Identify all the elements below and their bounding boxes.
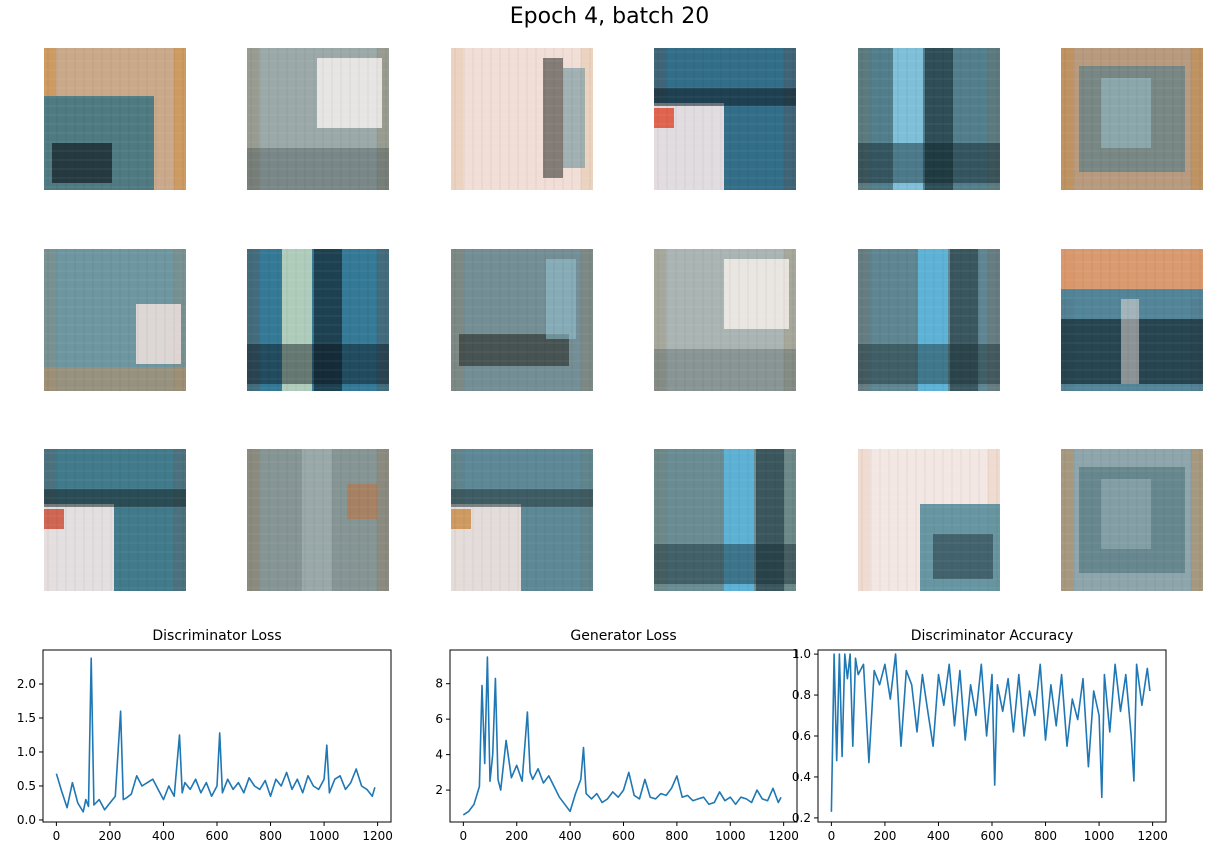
x-tick-label: 400: [152, 829, 175, 843]
sample-image-canvas: [654, 48, 796, 190]
x-tick-label: 1200: [1137, 829, 1168, 843]
x-tick-label: 400: [927, 829, 950, 843]
sample-image: [1061, 48, 1203, 190]
x-tick-label: 1000: [309, 829, 340, 843]
y-tick-label: 6: [435, 712, 443, 726]
sample-image-canvas: [1061, 249, 1203, 391]
sample-image: [1061, 249, 1203, 391]
y-tick-label: 1.0: [792, 647, 811, 661]
series-line: [830, 653, 1151, 812]
sample-image: [247, 48, 389, 190]
x-tick-label: 1000: [715, 829, 746, 843]
y-tick-label: 1.0: [17, 745, 36, 759]
sample-image-canvas: [451, 449, 593, 591]
sample-image: [451, 48, 593, 190]
series-line: [55, 657, 376, 813]
x-tick-label: 400: [559, 829, 582, 843]
sample-image: [247, 449, 389, 591]
sample-image-canvas: [247, 48, 389, 190]
x-tick-label: 1000: [1084, 829, 1115, 843]
chart-title: Generator Loss: [570, 628, 676, 644]
x-tick-label: 200: [98, 829, 121, 843]
y-tick-label: 4: [435, 748, 443, 762]
y-tick-label: 2: [435, 783, 443, 797]
chart: Generator Loss 0 200 400 600 800 1000 1200 2 4 6 8: [405, 620, 802, 856]
sample-image-canvas: [247, 249, 389, 391]
sample-image-canvas: [451, 48, 593, 190]
x-tick-label: 800: [259, 829, 282, 843]
sample-image: [44, 249, 186, 391]
sample-image: [858, 48, 1000, 190]
sample-image-canvas: [44, 48, 186, 190]
sample-image-canvas: [654, 249, 796, 391]
sample-image: [1061, 449, 1203, 591]
sample-image-canvas: [858, 249, 1000, 391]
plot-frame: [449, 649, 798, 823]
sample-image: [654, 449, 796, 591]
y-tick-label: 0.8: [792, 688, 811, 702]
sample-image-canvas: [858, 449, 1000, 591]
x-tick-label: 600: [981, 829, 1004, 843]
y-tick-label: 1.5: [17, 711, 36, 725]
x-tick-label: 0: [828, 829, 836, 843]
sample-image: [451, 449, 593, 591]
x-tick-label: 1200: [768, 829, 799, 843]
sample-image-canvas: [858, 48, 1000, 190]
chart-svg: Discriminator Loss 0 200 400 600 800 1000 1200 0…: [17, 628, 393, 843]
x-tick-label: 800: [665, 829, 688, 843]
sample-image: [654, 249, 796, 391]
x-tick-label: 1200: [362, 829, 393, 843]
chart: Discriminator Loss 0 200 400 600 800 1000 1200 0…: [0, 620, 396, 856]
sample-image-canvas: [44, 449, 186, 591]
sample-image: [44, 449, 186, 591]
y-tick-label: 0.4: [792, 770, 811, 784]
y-tick-label: 8: [435, 677, 443, 691]
sample-image: [858, 449, 1000, 591]
sample-image-canvas: [44, 249, 186, 391]
x-tick-label: 200: [873, 829, 896, 843]
x-tick-label: 800: [1034, 829, 1057, 843]
chart-title: Discriminator Loss: [152, 628, 281, 644]
figure-title: Epoch 4, batch 20: [509, 4, 710, 29]
y-tick-label: 0.0: [17, 813, 36, 827]
sample-image-canvas: [1061, 449, 1203, 591]
chart-title: Discriminator Accuracy: [911, 628, 1073, 644]
x-tick-label: 600: [612, 829, 635, 843]
x-tick-label: 0: [460, 829, 468, 843]
series-line: [462, 656, 782, 816]
sample-image-canvas: [1061, 48, 1203, 190]
y-tick-label: 2.0: [17, 677, 36, 691]
sample-image: [858, 249, 1000, 391]
x-tick-label: 200: [505, 829, 528, 843]
y-tick-label: 0.6: [792, 729, 811, 743]
x-tick-label: 600: [206, 829, 229, 843]
sample-image: [654, 48, 796, 190]
sample-image-canvas: [247, 449, 389, 591]
sample-image: [44, 48, 186, 190]
y-tick-label: 0.2: [792, 811, 811, 825]
sample-image-canvas: [654, 449, 796, 591]
sample-image: [451, 249, 593, 391]
sample-image-canvas: [451, 249, 593, 391]
plot-frame: [42, 649, 392, 823]
chart: Discriminator Accuracy 0 200 400 600 800 1000 1…: [773, 620, 1171, 856]
y-tick-label: 0.5: [17, 779, 36, 793]
x-tick-label: 0: [53, 829, 61, 843]
chart-svg: Generator Loss 0 200 400 600 800 1000 1200 2 4 6 8: [435, 628, 799, 843]
sample-image: [247, 249, 389, 391]
chart-svg: Discriminator Accuracy 0 200 400 600 800 1000 1…: [792, 628, 1168, 843]
